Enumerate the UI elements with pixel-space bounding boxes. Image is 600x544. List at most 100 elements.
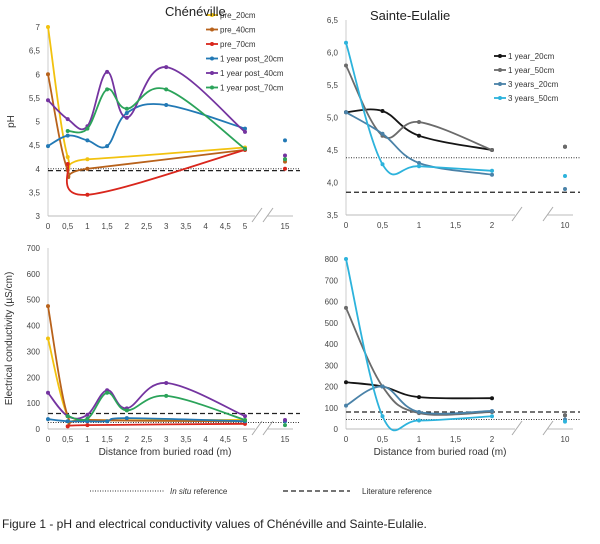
data-point	[105, 87, 110, 92]
x-tick-label: 4	[203, 435, 208, 444]
y-tick-label: 500	[325, 319, 339, 328]
legend-label: 3 years_20cm	[508, 80, 559, 89]
in-situ-rest: reference	[191, 487, 228, 496]
y-tick-label: 200	[27, 373, 41, 382]
legend-marker	[210, 56, 214, 61]
y-tick-label: 300	[325, 361, 339, 370]
data-point	[380, 109, 385, 113]
data-point	[85, 412, 90, 417]
x-tick-label: 4	[203, 222, 208, 231]
data-point	[344, 110, 348, 115]
data-point	[283, 138, 287, 143]
x-tick-label: 10	[561, 221, 570, 230]
chart-se_ph: 3,5 4,0 4,5 5,0 5,5 6,0 6,5 0 0,5 1 1,5 2 10 1 year_2…	[327, 8, 580, 230]
y-tick-label: 6,5	[29, 47, 41, 56]
data-point	[124, 110, 129, 115]
series-line-pre_40cm	[47, 74, 246, 180]
y-tick-label: 6,5	[327, 16, 339, 25]
data-point	[46, 25, 50, 29]
y-tick-label: 100	[27, 399, 41, 408]
y-tick-label: 800	[325, 255, 339, 264]
data-point	[490, 172, 494, 177]
legend-label: pre_20cm	[220, 11, 256, 20]
y-tick-label: 6,0	[327, 49, 339, 58]
y-tick-label: 4,5	[327, 146, 339, 155]
data-point	[243, 126, 247, 131]
chart-se_ec: 0 100 200 300 400 500 600 700 800 0 0,5 1 1,5 2 10 Dist…	[325, 255, 580, 458]
legend-marker	[210, 42, 214, 46]
y-tick-label: 600	[325, 298, 339, 307]
data-point	[85, 126, 90, 131]
legend-marker	[210, 13, 214, 17]
y-tick-label: 5,0	[327, 114, 339, 123]
y-tick-label: 3,5	[29, 188, 41, 197]
reference-legend: In situ reference Literature reference	[90, 487, 432, 496]
data-point	[65, 154, 70, 159]
legend-marker	[210, 85, 214, 90]
x-tick-label: 5	[243, 222, 248, 231]
series-line-1-year_50cm	[345, 307, 493, 416]
data-point	[490, 148, 494, 152]
legend-label: 1 year_20cm	[508, 52, 555, 61]
data-point	[417, 161, 421, 165]
data-point	[344, 380, 348, 385]
data-point	[46, 390, 50, 395]
data-point	[563, 174, 567, 178]
data-point	[563, 413, 567, 418]
data-point	[85, 138, 90, 143]
data-point	[490, 396, 494, 401]
x-tick-label: 2	[125, 222, 130, 231]
data-point	[164, 393, 169, 398]
x-tick-label: 1,5	[102, 435, 114, 444]
data-point	[563, 144, 567, 149]
series-line-3-years_20cm	[345, 111, 493, 176]
data-point	[85, 157, 90, 162]
y-tick-label: 700	[325, 276, 339, 285]
x-tick-label: 3,5	[180, 222, 192, 231]
y-tick-label: 5,5	[327, 81, 339, 90]
x-tick-label: 10	[561, 435, 570, 444]
data-point	[65, 133, 70, 138]
x-tick-label: 3,5	[180, 435, 192, 444]
data-point	[164, 102, 169, 107]
axis-break-mark	[542, 206, 554, 222]
axis-break-mark	[511, 420, 523, 436]
legend-marker	[210, 71, 214, 75]
y-tick-label: 100	[325, 404, 339, 413]
x-tick-label: 0	[46, 222, 51, 231]
x-tick-label: 1,5	[450, 435, 462, 444]
x-tick-label: 4,5	[220, 222, 232, 231]
literature-legend-label: Literature reference	[362, 487, 432, 496]
series-line-pre_20cm	[47, 26, 246, 170]
x-tick-label: 4,5	[220, 435, 232, 444]
x-tick-label: 1,5	[102, 222, 114, 231]
y-tick-label: 700	[27, 244, 41, 253]
series-line-1-year-post_70cm	[67, 87, 246, 150]
x-tick-label: 0,5	[377, 435, 389, 444]
chart-chen_ec: 0 100 200 300 400 500 600 700 0 0,5 1 1,5 2 2,5 3 3,5 4 4…	[4, 244, 300, 458]
legend-label: 1 year post_70cm	[220, 84, 284, 93]
y-tick-label: 4	[36, 165, 41, 174]
x-tick-label: 15	[281, 435, 290, 444]
data-point	[65, 424, 70, 429]
data-point	[380, 131, 385, 136]
axis-break-mark	[262, 207, 274, 223]
y-tick-label: 6	[36, 70, 41, 79]
legend-label: 1 year post_20cm	[220, 55, 284, 64]
data-point	[283, 157, 287, 162]
data-point	[65, 162, 70, 167]
y-tick-label: 4,0	[327, 179, 339, 188]
axis-break-mark	[542, 420, 554, 436]
data-point	[344, 403, 348, 408]
x-tick-label: 1	[417, 221, 422, 230]
y-tick-label: 200	[325, 383, 339, 392]
x-tick-label: 3	[164, 435, 169, 444]
data-point	[417, 410, 421, 414]
x-tick-label: 0,5	[377, 221, 389, 230]
data-point	[417, 120, 421, 125]
data-point	[65, 419, 70, 424]
chart-title: Chénéville	[165, 4, 226, 19]
data-point	[243, 146, 247, 151]
legend-label: 1 year post_40cm	[220, 69, 284, 78]
